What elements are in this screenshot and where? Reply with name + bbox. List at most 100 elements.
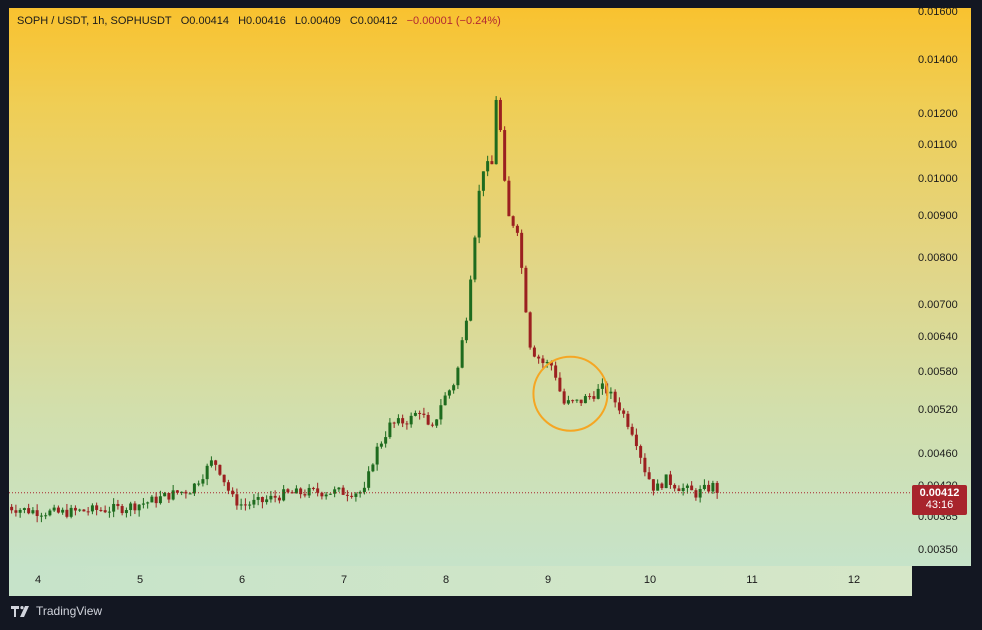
candle-down (507, 180, 511, 217)
candle-up (294, 488, 298, 494)
candlestick-chart[interactable] (9, 8, 912, 566)
price-tick: 0.01600 (918, 6, 958, 19)
candle-down (528, 312, 532, 348)
candle-down (643, 457, 647, 473)
candle-up (163, 493, 167, 497)
candle-up (702, 484, 706, 489)
highlight-circle (532, 355, 609, 432)
legend-change: −0.00001 (−0.24%) (406, 15, 501, 27)
chart-frame: SOPH / USDT, 1h, SOPHUSDT O0.00414 H0.00… (9, 6, 971, 596)
candle-up (481, 171, 485, 191)
candle-up (90, 505, 94, 512)
price-tick: 0.01000 (918, 172, 958, 185)
tradingview-branding[interactable]: TradingView (11, 604, 102, 618)
candle-up (150, 496, 154, 503)
candle-up (596, 388, 600, 399)
time-tick: 5 (136, 574, 144, 586)
candle-down (10, 506, 14, 511)
candle-down (303, 494, 307, 496)
candle-down (167, 493, 171, 500)
candle-down (392, 422, 396, 424)
candle-up (146, 502, 150, 504)
branding-label: TradingView (36, 604, 103, 618)
time-axis[interactable]: 4 5 6 7 8 9 10 11 12 (9, 566, 912, 596)
candle-up (469, 279, 473, 321)
candle-up (711, 482, 715, 492)
candle-up (282, 489, 286, 501)
candle-down (715, 482, 719, 493)
candle-down (286, 489, 290, 493)
candle-up (575, 399, 579, 401)
legend-high: H0.00416 (238, 15, 286, 27)
candle-up (129, 503, 133, 511)
candle-up (248, 504, 252, 506)
candle-up (354, 493, 358, 497)
candle-up (409, 415, 413, 425)
candle-down (613, 391, 617, 403)
candle-down (634, 434, 638, 447)
candle-down (524, 267, 528, 313)
candle-up (583, 396, 587, 404)
time-tick: 7 (340, 574, 348, 586)
candle-down (73, 507, 77, 511)
candle-up (61, 509, 65, 513)
plot-area[interactable]: SOPH / USDT, 1h, SOPHUSDT O0.00414 H0.00… (9, 8, 912, 566)
last-price-label: 0.00412 43:16 (912, 484, 967, 515)
candle-down (707, 484, 711, 492)
price-tick: 0.00800 (918, 251, 958, 264)
candle-down (231, 490, 235, 495)
candle-down (222, 474, 226, 483)
time-tick: 11 (746, 574, 758, 586)
candle-up (396, 418, 400, 424)
candle-down (154, 496, 158, 504)
candle-up (44, 515, 48, 517)
candle-up (22, 508, 26, 510)
candle-down (350, 495, 354, 497)
candle-up (600, 383, 604, 389)
candle-up (698, 488, 702, 498)
candle-up (124, 510, 128, 514)
candle-down (430, 424, 434, 426)
candle-up (435, 419, 439, 426)
candle-down (133, 503, 137, 511)
last-price-value: 0.00412 (919, 486, 960, 499)
price-tick: 0.01200 (918, 108, 958, 121)
candle-down (82, 509, 86, 512)
candle-down (99, 509, 103, 511)
candle-up (452, 385, 456, 391)
candle-down (651, 479, 655, 491)
candle-up (460, 340, 464, 368)
candle-down (418, 412, 422, 414)
candle-down (622, 410, 626, 414)
time-tick: 9 (544, 574, 552, 586)
price-axis[interactable]: 0.01600 0.01400 0.01200 0.01100 0.01000 0.009… (912, 6, 971, 566)
candle-down (405, 423, 409, 425)
candle-up (269, 495, 273, 500)
candle-down (226, 482, 230, 491)
candle-down (537, 356, 541, 359)
candle-up (324, 494, 328, 497)
candle-up (664, 474, 668, 489)
candle-up (545, 362, 549, 364)
candle-up (141, 503, 145, 505)
price-tick: 0.00700 (918, 299, 958, 312)
legend-open: O0.00414 (180, 15, 230, 27)
candle-up (439, 405, 443, 420)
candle-down (345, 494, 349, 496)
candle-up (78, 509, 82, 511)
candle-down (490, 161, 494, 165)
candle-up (333, 489, 337, 494)
candle-down (320, 492, 324, 497)
symbol-legend: SOPH / USDT, 1h, SOPHUSDT O0.00414 H0.00… (17, 15, 507, 27)
candle-down (630, 426, 634, 435)
time-tick: 12 (847, 574, 861, 586)
candle-down (677, 488, 681, 492)
candle-down (673, 484, 677, 489)
candle-down (103, 510, 107, 513)
candle-up (486, 161, 490, 172)
candle-down (214, 460, 218, 465)
legend-low: L0.00409 (294, 15, 341, 27)
candle-up (307, 487, 311, 496)
price-tick: 0.00900 (918, 210, 958, 223)
candle-down (515, 225, 519, 233)
